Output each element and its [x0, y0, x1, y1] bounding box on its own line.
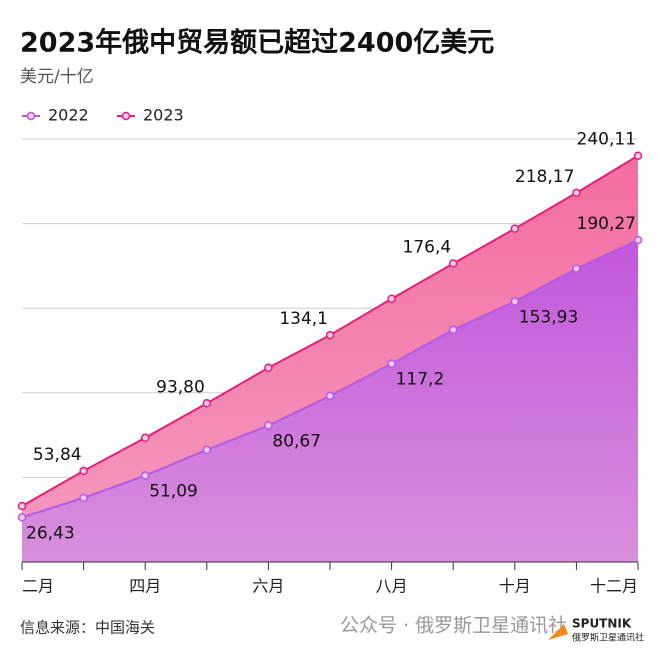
legend-marker [121, 111, 131, 121]
point [325, 391, 335, 401]
point [633, 235, 643, 245]
x-tick-label: 十月 [499, 577, 531, 596]
point [572, 264, 581, 273]
legend-marker [26, 111, 36, 121]
x-tick-label: 四月 [129, 577, 161, 596]
point [140, 433, 150, 443]
point [510, 297, 520, 306]
point [79, 493, 88, 503]
value-label: 26,43 [26, 523, 75, 543]
point [510, 224, 520, 233]
point [202, 445, 212, 455]
point [387, 294, 396, 303]
value-label: 53,84 [33, 445, 82, 465]
logo-icon [548, 624, 568, 640]
point [264, 363, 273, 373]
point [448, 259, 458, 268]
logo-sub: 俄罗斯卫星通讯社 [572, 632, 644, 644]
value-label: 80,67 [272, 432, 321, 452]
value-label: 153,93 [519, 308, 578, 328]
point [264, 421, 273, 430]
value-label: 93,80 [156, 377, 205, 397]
point [79, 466, 88, 476]
value-label: 190,27 [577, 214, 636, 234]
value-label: 176,4 [403, 238, 452, 258]
chart-title: 2023年俄中贸易额已超过2400亿美元 [20, 27, 494, 59]
point [202, 399, 212, 408]
point [17, 501, 27, 511]
watermark: 公众号 · 俄罗斯卫星通讯社 [340, 615, 567, 637]
point [448, 325, 458, 334]
point [140, 471, 150, 480]
legend-label: 2022 [48, 106, 89, 125]
value-label: 218,17 [515, 167, 574, 187]
point [325, 330, 335, 340]
x-tick-label: 六月 [252, 577, 284, 596]
point [572, 188, 581, 198]
logo: SPUTNIK [572, 617, 632, 631]
point [387, 359, 396, 368]
x-tick-label: 十二月 [590, 577, 638, 596]
value-label: 117,2 [396, 370, 445, 390]
subtitle: 美元/十亿 [20, 67, 94, 87]
legend-label: 2023 [143, 106, 184, 125]
x-tick-label: 八月 [376, 577, 408, 596]
value-label: 51,09 [149, 482, 198, 502]
source: 信息来源：中国海关 [20, 619, 155, 637]
x-tick-label: 二月 [22, 577, 54, 596]
point [17, 513, 27, 522]
value-label: 240,11 [577, 130, 636, 150]
point [633, 151, 643, 160]
area [22, 240, 638, 562]
value-label: 134,1 [279, 309, 328, 329]
